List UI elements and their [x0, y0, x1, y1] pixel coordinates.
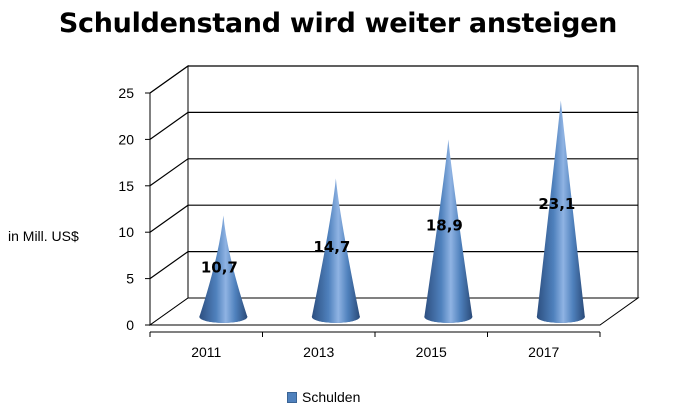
data-label: 18,9: [426, 217, 463, 235]
y-tick-label: 20: [118, 131, 134, 147]
data-label: 14,7: [313, 238, 350, 256]
cone-layer: [199, 100, 585, 323]
cone-bar: [536, 100, 585, 323]
x-tick-label: 2017: [528, 344, 559, 360]
legend-swatch: [287, 391, 297, 403]
legend-label: Schulden: [302, 389, 361, 405]
gridline: [149, 251, 638, 280]
chart-title: Schuldenstand wird weiter ansteigen: [58, 8, 618, 39]
y-tick-label: 0: [126, 317, 134, 333]
grid-layer: [148, 65, 640, 326]
cone-bar: [424, 139, 473, 323]
axis-layer: [145, 92, 601, 337]
gridline: [149, 111, 638, 140]
legend: Schulden: [287, 389, 360, 405]
gridline: [149, 204, 638, 233]
cone-bar: [199, 215, 248, 323]
x-tick-label: 2011: [191, 344, 221, 360]
y-tick-label: 15: [118, 178, 134, 194]
data-label: 23,1: [538, 195, 575, 213]
y-tick-label: 25: [118, 85, 134, 101]
label-layer: 0 5 10 15 20 25 10,7 2011 14,7 2013 18,9 2015 23,1 20…: [118, 85, 575, 360]
y-tick-label: 5: [126, 271, 134, 287]
gridline: [149, 65, 638, 94]
x-tick-label: 2013: [303, 344, 334, 360]
x-tick-label: 2015: [416, 344, 447, 360]
side-wall: [149, 65, 189, 326]
gridline: [149, 158, 638, 187]
floor: [148, 297, 640, 326]
y-axis-label: in Mill. US$: [8, 228, 79, 244]
y-tick-label: 10: [118, 224, 134, 240]
cone-bar: [311, 178, 360, 323]
data-label: 10,7: [201, 258, 238, 276]
